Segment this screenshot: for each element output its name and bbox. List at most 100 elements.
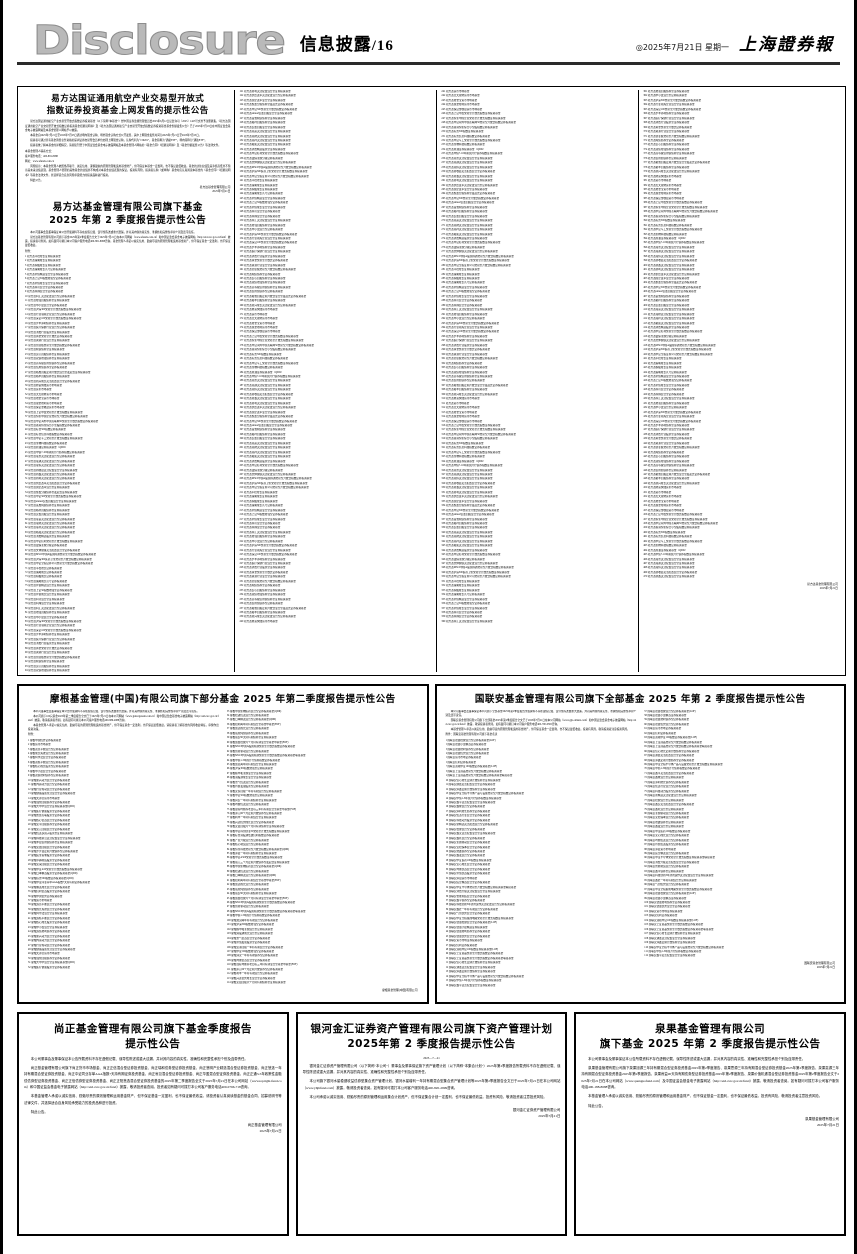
morgan-article: 摩根基金管理(中国)有限公司旗下部分基金 2025 年第二季度报告提示性公告 本… [18,685,428,1003]
list-item: 37 国联安鑫享债券型证券投资基金 [445,898,486,902]
shangzheng-body: 本公司董事会及董事保证本公告所载资料不存在虚假记载、误导性陈述或重大遗漏，并对其… [24,1056,282,1115]
list-item: 372 易方达纯债债券型证券投资基金 [643,138,685,142]
list-item: 76 易方达上证50指数增强型证券投资基金 [25,588,73,592]
list-item: 51 易方达新利灵活配置混合型证券投资基金 [25,477,75,481]
list-item: 188 易方达瑞恒灵活配置混合型证券投资基金 [239,388,291,392]
list-item: 70 国联安中债1-3年国开行债券指数证券投资基金 [644,767,701,771]
shangzheng-body-p3: 特此公告。 [30,1109,48,1114]
yinhe-body-p0: 银河金汇证券资产管理有限公司（以下简称“本公司”）董事会及董事保证旗下资产管理计… [302,1063,561,1075]
masthead-date: ◎2025年7月21日 星期一 [635,43,729,52]
list-item: 80 国联安主题驱动混合型证券投资基金 [644,811,689,815]
list-item: 78 摩根兴选优势成长混合型证券投资基金 [226,820,275,824]
list-item: 147 易方达价值成长混合型证券投资基金 [239,205,286,209]
list-item: 148 易方达科讯混合型证券投资基金 [239,210,281,214]
list-item: 174 易方达现金增利货币市场基金 [239,326,278,330]
list-item: 39 摩根成长先锋混合型证券投资基金 [28,907,71,911]
list-item: 153 易方达沪深300交易型开放式指数证券投资基金 [239,232,298,236]
list-item: 150 易方达科汇灵活配置混合型证券投资基金 [239,219,291,223]
ezf-fund-list-col3: 241 易方达货币市场基金 242 易方达天天理财货币市场基金 243 易方达增金宝… [441,90,634,624]
list-item: 51 国联安信心增长定期开放债券型证券投资基金 [445,961,501,965]
list-item: 85 国联安安心成长混合型证券投资基金 [644,834,689,838]
ezf-fund-list-col2: 121 易方达新利灵活配置混合型证券投资基金 122 易方达供给改革灵活配置混合型… [239,90,432,624]
list-item: 42 易方达中证军工交易型开放式指数证券投资基金 [25,437,83,441]
list-item: 53 国联安添鑫定期开放债券型证券投资基金 [445,970,496,974]
masthead-section-title: 信息披露/16 [300,30,394,60]
list-item: 19 摩根核心优选混合型证券投资基金 [28,818,71,822]
list-item: 198 易方达裕祥回报债券型证券投资基金 [239,432,286,436]
list-item: 456 易方达上证中盘交易型开放式指数证券投资基金 [643,513,703,517]
list-item: 10 易方达科汇灵活配置混合型证券投资基金 [25,294,75,298]
list-item: 317 易方达恒生中国企业交易型开放式指数证券投资基金 [441,428,506,432]
list-item: 194 易方达聚盈分级债券型发起式证券投资基金 [239,415,294,419]
list-item: 308 易方达裕丰回报债券型证券投资基金 [441,388,488,392]
list-item: 122 易方达供给改革灵活配置混合型证券投资基金 [239,94,296,98]
list-item: 22 易方达纯债债券型证券投资基金 [25,348,65,352]
list-item: 39 国联安鑫匠一年持有期混合型证券投资基金 [445,907,499,911]
list-item: 379 易方达新兴成长灵活配置混合型证券投资基金 [643,170,700,174]
list-item: 26 易方达信用债债券型证券投资基金 [25,366,68,370]
list-item: 21 易方达创业板交易型开放式指数证券投资基金 [25,343,81,347]
list-item: 29 国联安安心成长混合型证券投资基金 [445,863,491,867]
masthead-wordmark: Disclosure [32,18,286,65]
list-item: 99 摩根中债1-3年国开行债券指数证券投资基金 [226,914,281,918]
list-item: 1 国联安德盛稳健混合型证券投资基金(LOF) [445,738,496,742]
list-item: 82 国联安增鑫债券型证券投资基金 [644,820,684,824]
list-item: 418 易方达MSCI中国A股国际通交易型开放式指数证券投资基金 [643,343,716,347]
list-item: 242 易方达天天理财货币市场基金 [441,94,480,98]
list-item: 91 摩根招利两年持有期混合型基金中基金(FOF) [226,878,281,882]
list-item: 11 易方达增强回报债券型证券投资基金 [25,299,70,303]
list-item: 266 易方达annual安盈回报混合型证券投资基金 [441,201,495,205]
guolianan-article: 国联安基金管理有限公司旗下全部基金 2025 年第 2 季度报告提示性公告 本公… [435,685,845,1003]
list-item: 103 国联安红利证券投资基金 [644,914,678,918]
list-item: 441 易方达创业板交易型开放式指数证券投资基金 [643,446,700,450]
list-item: 213 易方达积极成长证券投资基金 [239,499,278,503]
list-item: 330 易方达新鑫灵活配置混合型证券投资基金 [441,486,493,490]
list-item: 463 易方达生物科技指数证券投资基金 [643,544,687,548]
list-item: 286 易方达上证50指数增强型证券投资基金 [441,290,491,294]
morgan-columns: 本公司董事会及董事保证本公告所载资料不存在虚假记载、误导性陈述或重大遗漏，并对其… [24,710,422,992]
list-item: 309 易方达新兴成长灵活配置混合型证券投资基金 [441,392,498,396]
yinhe-article: 银河金汇证券资产管理有限公司旗下资产管理计划 2025年第 2 季度报告提示性公… [296,1013,567,1235]
list-item: 438 易方达消费行业股票型证券投资基金 [643,432,690,436]
list-item: 53 易方达国企改革混合型证券投资基金 [25,486,70,490]
ezf-q2-signature: 易方达基金管理有限公司 2025年7月21日 [643,583,838,592]
list-item: 237 易方达裕惠回报定期开放式混合型发起式证券投资基金 [239,606,307,610]
list-item: 85 易方达深证100交易型开放式指数证券投资基金 [25,628,82,632]
list-item: 30 易方达财富快线货币市场基金 [25,383,62,387]
list-item: 79 摩根安益回报六个月持有期债券型证券投资基金 [226,825,285,829]
list-item: 71 易方达平稳增长证券投资基金 [25,566,62,570]
list-item: 370 易方达资源行业混合型证券投资基金 [643,130,690,134]
quanguo-sign-date: 2025年7月21日 [816,1122,840,1127]
list-item: 90 易方达资源行业混合型证券投资基金 [25,651,70,655]
list-item: 14 易方达行业领先企业混合型证券投资基金 [25,312,75,316]
masthead-paper-name: 上海證券報 [739,35,834,54]
list-item: 274 易方达消费精选股票型证券投资基金 [441,236,488,240]
list-item: 83 摩根核心制造混合型证券投资基金 [226,843,269,847]
list-item: 197 易方达富惠纯债债券型证券投资基金 [239,428,286,432]
list-item: 419 易方达沪深300医药卫生交易型开放式指数证券投资基金 [643,348,712,352]
list-item: 218 易方达科讯混合型证券投资基金 [239,521,281,525]
list-item: 183 易方达生物科技指数证券投资基金 [239,366,283,370]
list-item: 35 易方达保证金收益货币市场基金 [25,406,65,410]
list-item: 6 国联安红利证券投资基金 [445,760,476,764]
list-item: 62 摩根创新驱动混合型证券投资基金 [226,749,269,753]
list-item: 276 易方达银保主题分级证券投资基金 [441,245,485,249]
list-item: 99 国联安德盛小盘精选证券投资基金 [644,896,687,900]
list-item: 207 易方达文体健康灵活配置混合型证券投资基金 [239,472,296,476]
guolianan-title: 国联安基金管理有限公司旗下全部基金 2025 年第 2 季度报告提示性公告 [474,694,806,705]
guolianan-columns: 本公司董事会及董事保证本公司旗下全部基金2025年第2季度报告所载资料不存在虚假… [442,710,840,992]
ezf-q2-sign-company: 易方达基金管理有限公司 [807,582,838,586]
list-item: 3 摩根双息平衡混合型证券投资基金 [28,747,69,751]
list-item: 420 易方达中证全指证券公司交易型开放式指数证券投资基金 [643,352,713,356]
list-item: 450 易方达财富快线货币市场基金 [643,486,682,490]
list-item: 79 易方达科翔混合型证券投资基金 [25,602,65,606]
list-item: 37 摩根货币市场基金 [28,898,52,902]
list-item: 192 易方达供给改革灵活配置混合型证券投资基金 [239,406,296,410]
list-item: 12 易方达中小盘混合型证券投资基金 [25,303,68,307]
list-item: 93 易方达安心回报债券型证券投资基金 [25,664,70,668]
masthead: Disclosure 信息披露/16 ◎2025年7月21日 星期一 上海證券報 [17,14,840,65]
list-item: 66 国联安信心增长定期开放债券型证券投资基金 [644,749,700,753]
morgan-attach-label: 附件： [28,733,36,737]
list-item: 313 易方达增金宝货币市场基金 [441,410,478,414]
list-item: 107 国联安信心增长定期开放债券型证券投资基金 [644,932,701,936]
